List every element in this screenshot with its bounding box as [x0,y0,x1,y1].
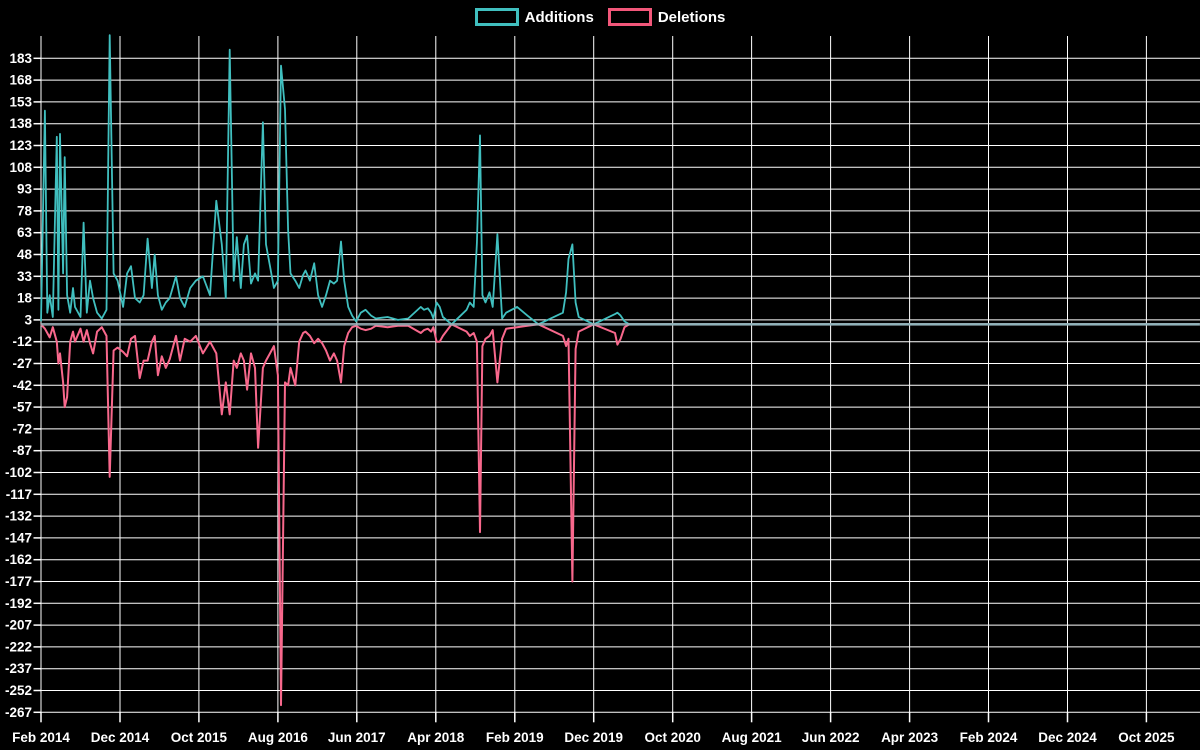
deletions-swatch-icon [607,8,652,26]
x-tick-label: Aug 2021 [722,730,783,745]
x-tick-label: Jun 2017 [328,730,386,745]
y-gridlines: 1831681531381231089378634833183-12-27-42… [5,51,1200,720]
y-tick-label: -102 [5,465,32,480]
additions-swatch-icon [474,8,519,26]
y-tick-label: -267 [5,705,32,720]
y-tick-label: 33 [17,269,33,284]
additions-line [40,34,1200,326]
x-tick-label: Apr 2023 [881,730,939,745]
x-tick-label: Oct 2020 [645,730,701,745]
x-tick-label: Oct 2025 [1118,730,1175,745]
y-tick-label: -177 [5,574,32,589]
y-tick-label: -147 [5,530,32,545]
y-tick-label: -72 [12,421,32,436]
y-tick-label: 3 [24,312,32,327]
y-tick-label: 168 [9,73,32,88]
legend-item-additions[interactable]: Additions [474,8,594,26]
x-tick-label: Dec 2019 [564,730,623,745]
legend-label-deletions: Deletions [657,8,726,26]
y-tick-label: 123 [9,138,32,153]
y-tick-label: 63 [17,225,33,240]
x-tick-label: Feb 2014 [12,730,70,745]
y-tick-label: 108 [9,160,32,175]
x-tick-label: Feb 2024 [960,730,1018,745]
y-tick-label: -252 [5,683,32,698]
y-tick-label: -207 [5,618,32,633]
y-tick-label: -27 [12,356,32,371]
chart-legend: Additions Deletions [0,5,1200,29]
x-gridlines: Feb 2014 Dec 2014 Oct 2015 Aug 2016 Jun 2017… [12,36,1175,745]
x-tick-label: Dec 2024 [1038,730,1097,745]
y-tick-label: -162 [5,552,32,567]
y-tick-label: 48 [17,247,33,262]
y-tick-label: -192 [5,596,32,611]
x-tick-label: Jun 2022 [802,730,860,745]
y-tick-label: 93 [17,182,33,197]
deletions-line [40,323,1200,707]
y-tick-label: -12 [12,334,32,349]
y-tick-label: -87 [12,443,32,458]
y-tick-label: -57 [12,400,32,415]
y-tick-label: 138 [9,116,32,131]
x-tick-label: Dec 2014 [91,730,150,745]
x-tick-label: Feb 2019 [486,730,544,745]
legend-item-deletions[interactable]: Deletions [607,8,726,26]
y-tick-label: -237 [5,661,32,676]
x-tick-label: Aug 2016 [248,730,309,745]
y-tick-label: 18 [17,291,33,306]
y-tick-label: -117 [6,487,32,502]
y-tick-label: 153 [9,94,32,109]
y-tick-label: -42 [12,378,32,393]
x-tick-label: Apr 2018 [407,730,465,745]
y-tick-label: 78 [17,203,33,218]
y-tick-label: -222 [5,639,32,654]
y-tick-label: -132 [5,509,32,524]
x-tick-label: Oct 2015 [171,730,228,745]
legend-label-additions: Additions [524,8,594,26]
y-tick-label: 183 [9,51,32,66]
